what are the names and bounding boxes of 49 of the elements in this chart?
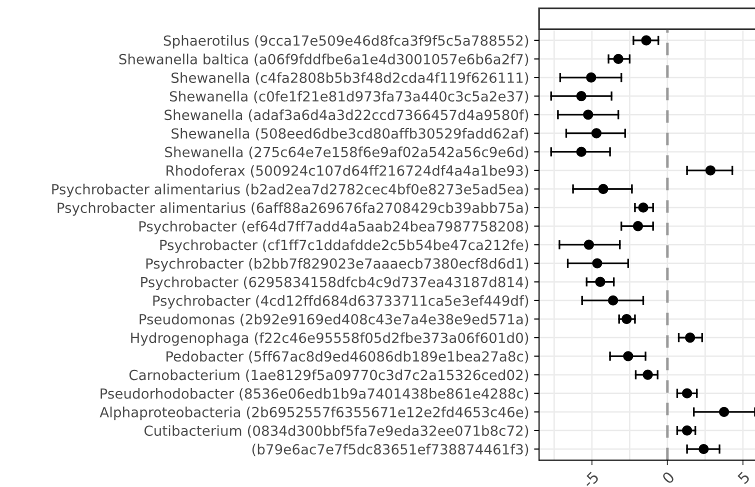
point bbox=[642, 370, 653, 380]
y-tick-label: Shewanella (adaf3a6d4a3d22ccd7366457d4a9580f) bbox=[164, 109, 528, 122]
point bbox=[608, 295, 618, 306]
y-tick-label: Shewanella (275c64e7e158f6e9af02a542a56c9e6d) bbox=[165, 146, 528, 159]
point bbox=[682, 388, 692, 398]
y-tick-label: Hydrogenophaga (f22c46e95558f05d2fbe373a06f601d0) bbox=[131, 332, 528, 346]
y-tick-label: Shewanella (508eed6dbe3cd80affb30529fadd62af) bbox=[172, 128, 528, 140]
y-tick-label: Psychrobacter (4cd12ffd684d63733711ca5e3ef449df) bbox=[153, 295, 528, 309]
y-tick-label: Cutibacterium (0834d300bbf5fa7e9eda32ee071b8c72) bbox=[144, 425, 528, 438]
point bbox=[698, 444, 709, 454]
point bbox=[682, 425, 692, 436]
y-tick-label: Alphaproteobacteria (2b6952557f6355671e12e2fd4653c46e) bbox=[100, 406, 528, 420]
point bbox=[591, 128, 602, 138]
point bbox=[684, 332, 696, 343]
y-tick-label: Psychrobacter alimentarius (b2ad2ea7d2782cec4bf0e8273e5ad5ea) bbox=[52, 184, 528, 198]
y-tick-label: Carnobacterium (1ae8129f5a09770c3d7c2a15326ced02) bbox=[129, 369, 528, 382]
point bbox=[598, 184, 608, 194]
point bbox=[638, 202, 648, 213]
point bbox=[592, 258, 602, 268]
y-tick-label: Pseudomonas (2b92e9169ed408c43e7a4e38e9ed571a) bbox=[140, 314, 528, 326]
y-tick-label: Rhodoferax (500924c107d64ff216724df4a4a1be93) bbox=[166, 165, 528, 178]
x-tick-label: 5 bbox=[737, 471, 750, 484]
point bbox=[584, 240, 594, 250]
point bbox=[586, 72, 596, 83]
x-tick-label: -5 bbox=[582, 471, 600, 487]
point bbox=[613, 54, 624, 64]
y-tick-label: Psychrobacter (6295834158dfcb4c9d737ea43187d814) bbox=[141, 276, 528, 290]
y-tick-label: Sphaerotilus (9cca17e509e46d8fca3f9f5c5a788552) bbox=[164, 35, 528, 49]
y-tick-label: Psychrobacter alimentarius (6aff88a269676fa2708429cb39abb75a) bbox=[58, 202, 528, 216]
x-tick-label: 0 bbox=[661, 470, 676, 484]
y-tick-label: Pseudorhodobacter (8536e06edb1b9a7401438be861e4288c) bbox=[100, 388, 528, 400]
point bbox=[641, 35, 652, 46]
point bbox=[718, 406, 730, 417]
point bbox=[576, 146, 586, 157]
point bbox=[632, 221, 644, 232]
point bbox=[576, 91, 586, 102]
y-tick-label: Psychrobacter (b2bb7f829023e7aaaecb7380ecf8d6d1) bbox=[146, 258, 528, 272]
point bbox=[623, 351, 634, 362]
y-tick-label: Shewanella (c0fe1f21e81d973fa73a440c3c5a2e37) bbox=[170, 90, 528, 104]
point bbox=[622, 314, 632, 324]
point bbox=[583, 110, 594, 120]
point bbox=[705, 165, 716, 176]
point bbox=[595, 276, 606, 287]
y-tick-label: Shewanella (c4fa2808b5b3f48d2cda4f119f626111) bbox=[172, 72, 528, 85]
y-tick-label: Pedobacter (5ff67ac8d9ed46086db189e1bea27a8c) bbox=[166, 350, 528, 364]
y-tick-label: Shewanella baltica (a06f9fddfbe6a1e4d3001057e6b6a2f7) bbox=[119, 54, 528, 66]
y-tick-label: Psychrobacter (ef64d7ff7add4a5aab24bea7987758208) bbox=[139, 220, 528, 234]
y-tick-label: Psychrobacter (cf1ff7c1ddafdde2c5b54be47ca212fe) bbox=[160, 239, 528, 253]
y-tick-label: (b79e6ac7e7f5dc83651ef738874461f3) bbox=[252, 444, 528, 456]
